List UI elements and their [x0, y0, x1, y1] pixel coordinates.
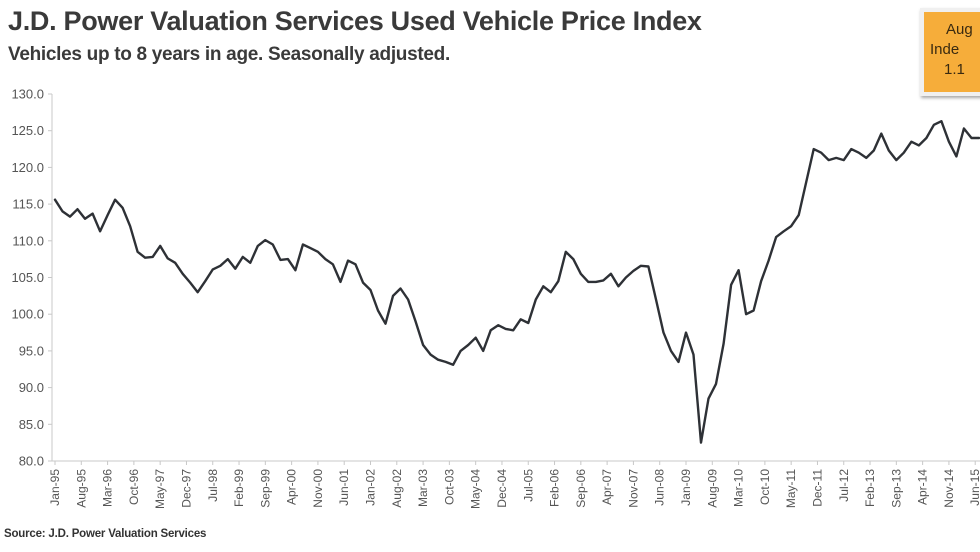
x-tick-label: Jul-98: [206, 469, 220, 502]
y-tick-label: 100.0: [11, 307, 44, 322]
y-tick-label: 125.0: [11, 123, 44, 138]
x-tick-label: Oct-96: [127, 469, 141, 505]
x-tick-label: Jun-01: [337, 469, 351, 506]
x-tick-label: Jul-12: [837, 469, 851, 502]
x-tick-label: May-04: [469, 469, 483, 509]
y-tick-label: 80.0: [19, 454, 44, 469]
x-tick-label: Nov-14: [942, 469, 956, 508]
x-tick-label: Feb-13: [863, 469, 877, 507]
callout-line-1: Aug: [946, 21, 973, 38]
y-tick-label: 90.0: [19, 380, 44, 395]
x-tick-label: Aug-95: [74, 469, 88, 508]
x-tick-label: Apr-07: [600, 469, 614, 505]
price-index-line: [53, 120, 980, 444]
x-tick-label: Nov-00: [311, 469, 325, 508]
x-tick-label: Sep-99: [258, 469, 272, 508]
x-tick-label: Oct-03: [442, 469, 456, 505]
x-tick-label: Apr-14: [916, 469, 930, 505]
x-tick-label: Feb-99: [232, 469, 246, 507]
y-axis: 130.0 125.0 120.0 115.0 110.0 105.0 100.0 95.0 9…: [11, 87, 53, 469]
x-tick-label: Aug-02: [390, 469, 404, 508]
x-tick-label: Jan-09: [679, 469, 693, 506]
x-tick-label: Nov-07: [626, 469, 640, 508]
callout-line-2: Inde: [930, 41, 960, 58]
x-tick-label: Mar-96: [101, 469, 115, 507]
y-tick-label: 85.0: [19, 417, 44, 432]
x-tick-label: Mar-03: [416, 469, 430, 507]
x-tick-label: May-11: [784, 469, 798, 508]
x-tick-label: Sep-13: [889, 469, 903, 508]
x-tick-label: Sep-06: [574, 469, 588, 508]
x-tick-label: Dec-04: [495, 469, 509, 508]
x-tick-label: Dec-11: [810, 469, 824, 507]
y-tick-label: 105.0: [11, 270, 44, 285]
chart-subtitle: Vehicles up to 8 years in age. Seasonall…: [8, 44, 450, 65]
callout-box: Aug Inde 1.1: [920, 8, 980, 96]
y-tick-label: 95.0: [19, 343, 44, 358]
source-note: Source: J.D. Power Valuation Services: [4, 528, 207, 540]
series-layer: [53, 120, 980, 444]
x-tick-label: Apr-00: [285, 469, 299, 505]
x-tick-label: Jan-02: [364, 469, 378, 506]
y-tick-label: 130.0: [11, 87, 44, 102]
x-tick-label: Jun-15: [968, 469, 980, 506]
x-tick-label: Feb-06: [548, 469, 562, 507]
x-tick-label: Dec-97: [179, 469, 193, 508]
x-axis: Jan-95 Aug-95 Mar-96 Oct-96 May-97 Dec-97 Jul-…: [48, 460, 980, 509]
callout-line-3: 1.1: [944, 61, 965, 78]
y-tick-label: 120.0: [11, 160, 44, 175]
x-tick-label: Oct-10: [758, 469, 772, 505]
y-tick-label: 115.0: [12, 197, 44, 212]
y-tick-label: 110.0: [12, 233, 44, 248]
x-tick-label: Mar-10: [732, 469, 746, 507]
x-tick-label: Aug-09: [705, 469, 719, 508]
x-tick-label: Jun-08: [653, 469, 667, 506]
x-tick-label: Jul-05: [521, 469, 535, 502]
x-tick-label: May-97: [153, 469, 167, 509]
x-tick-label: Jan-95: [48, 469, 62, 506]
chart-title: J.D. Power Valuation Services Used Vehic…: [8, 6, 702, 36]
